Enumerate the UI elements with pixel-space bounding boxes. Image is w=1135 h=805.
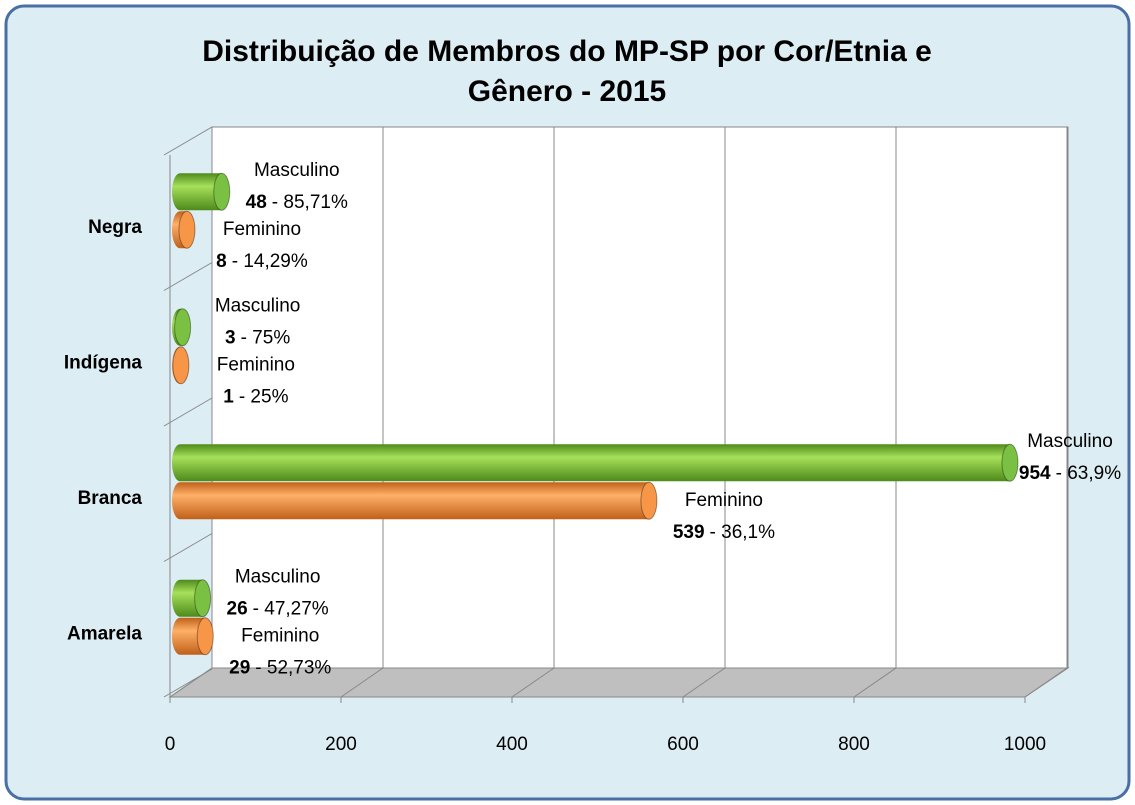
data-label-percent: - 85,71% <box>272 192 348 213</box>
data-label-value: 3 <box>225 327 236 348</box>
bar-cap <box>172 346 190 385</box>
bar <box>172 444 1018 482</box>
category-divider <box>163 126 213 156</box>
bar <box>172 482 657 520</box>
y-tick-label: Negra <box>88 217 142 238</box>
bar-cap <box>1001 443 1019 482</box>
data-label-series: Feminino <box>685 490 763 511</box>
data-label-series: Masculino <box>235 566 321 587</box>
x-tick-label: 200 <box>325 734 357 755</box>
data-label: 3- 75% <box>225 327 290 348</box>
x-tick-label: 1000 <box>1004 734 1046 755</box>
data-label: 539- 36,1% <box>673 522 775 543</box>
data-label: 1- 25% <box>223 386 288 407</box>
floor-grid-line <box>340 667 384 698</box>
floor-grid-line <box>1024 667 1068 698</box>
data-label-percent: - 25% <box>239 386 289 407</box>
x-tick-label: 800 <box>838 734 870 755</box>
data-label: 8- 14,29% <box>216 251 308 272</box>
data-label-value: 48 <box>246 192 267 213</box>
data-label-percent: - 14,29% <box>232 251 308 272</box>
category-divider <box>163 397 213 427</box>
chart-title: Distribuição de Membros do MP-SP por Cor… <box>202 35 932 108</box>
category-divider <box>163 533 213 562</box>
bar-cap <box>196 617 214 656</box>
y-tick-label: Amarela <box>67 623 142 644</box>
data-label-series: Feminino <box>241 625 319 646</box>
floor-grid-line <box>682 667 726 698</box>
data-label-series: Masculino <box>215 295 301 316</box>
data-label-series: Feminino <box>223 219 301 240</box>
bar-cap <box>174 308 192 347</box>
data-label: 48- 85,71% <box>246 192 348 213</box>
data-label-value: 539 <box>673 522 705 543</box>
bar-cap <box>194 579 212 618</box>
bar-cap <box>213 172 231 211</box>
data-label-value: 8 <box>216 251 227 272</box>
data-label-percent: - 36,1% <box>710 522 776 543</box>
data-label-value: 29 <box>229 657 250 678</box>
data-label-value: 954 <box>1019 463 1051 484</box>
y-tick-label: Indígena <box>64 352 143 373</box>
data-label-value: 1 <box>223 386 234 407</box>
bar-cap <box>178 210 196 249</box>
data-label: 29- 52,73% <box>229 657 331 678</box>
data-label-percent: - 52,73% <box>255 657 331 678</box>
category-divider <box>163 668 213 698</box>
data-label-percent: - 47,27% <box>253 598 329 619</box>
bar-cap <box>640 481 658 520</box>
data-label-value: 26 <box>227 598 248 619</box>
x-tick-label: 400 <box>496 734 528 755</box>
floor-grid-line <box>511 667 555 698</box>
data-label: 26- 47,27% <box>227 598 329 619</box>
floor-grid-line <box>853 667 897 698</box>
data-label-percent: - 75% <box>241 327 291 348</box>
data-label-series: Feminino <box>217 354 295 375</box>
x-tick-label: 600 <box>667 734 699 755</box>
data-label: 954- 63,9% <box>1019 463 1121 484</box>
data-label-percent: - 63,9% <box>1056 463 1122 484</box>
data-label-series: Masculino <box>254 160 340 181</box>
data-label-series: Masculino <box>1027 431 1113 452</box>
y-tick-label: Branca <box>78 488 143 509</box>
category-divider <box>163 262 213 291</box>
x-tick-label: 0 <box>165 734 176 755</box>
